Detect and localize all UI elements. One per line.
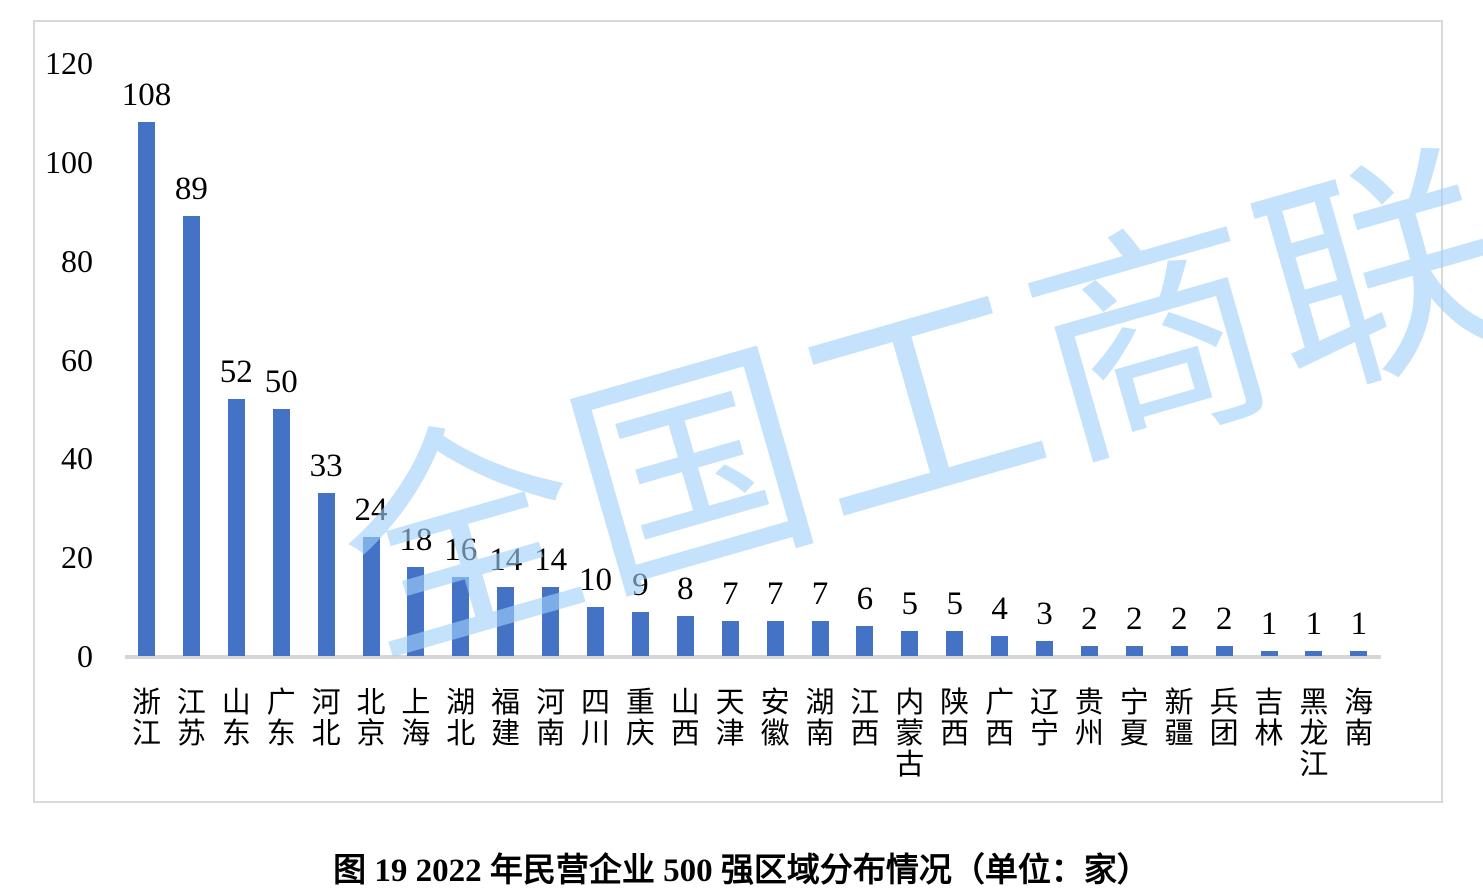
bar-value-label: 7: [811, 576, 829, 613]
bar-value-label: 2: [1170, 601, 1188, 638]
bar-value-label: 2: [1126, 601, 1143, 638]
x-category-label: 海南: [1344, 687, 1374, 750]
y-tick-label: 20: [61, 539, 93, 576]
bar-吉林: [1260, 651, 1278, 656]
x-category-label: 内蒙古: [895, 687, 925, 781]
bar-value-label: 18: [399, 522, 433, 559]
bar-兵团: [1215, 646, 1233, 656]
bar-重庆: [631, 611, 649, 656]
x-category-label: 宁夏: [1119, 687, 1149, 750]
x-category-label: 吉林: [1254, 687, 1284, 750]
x-category-label: 上海: [401, 687, 431, 750]
bar-四川: [587, 606, 604, 656]
bar-value-label: 1: [1260, 606, 1278, 643]
x-category-label: 江苏: [176, 687, 206, 750]
bar-value-label: 2: [1215, 601, 1233, 638]
y-tick-label: 60: [61, 341, 93, 378]
bar-value-label: 14: [534, 541, 568, 578]
bar-value-label: 24: [354, 492, 388, 529]
bar-福建: [497, 586, 515, 656]
bar-山东: [227, 399, 245, 656]
x-axis-line: [125, 655, 1381, 659]
bar-value-label: 14: [489, 541, 523, 578]
bar-江西: [856, 626, 874, 656]
bar-山西: [676, 616, 694, 656]
bar-新疆: [1170, 646, 1188, 656]
bar-value-label: 6: [856, 581, 874, 618]
x-category-label: 新疆: [1164, 687, 1194, 750]
x-category-label: 山西: [670, 687, 700, 750]
bar-贵州: [1080, 646, 1098, 656]
bar-value-label: 16: [444, 531, 478, 568]
bar-安徽: [766, 621, 784, 656]
bar-宁夏: [1125, 646, 1143, 656]
bar-value-label: 52: [219, 354, 253, 391]
bar-河南: [542, 586, 560, 656]
y-tick-label: 100: [45, 144, 93, 180]
x-category-label: 山东: [221, 687, 251, 750]
bar-value-label: 7: [721, 576, 739, 613]
bar-value-label: 33: [309, 447, 343, 484]
bar-value-label: 2: [1081, 601, 1098, 638]
bar-value-label: 8: [677, 571, 694, 608]
bar-辽宁: [1036, 641, 1053, 656]
bar-广东: [272, 409, 290, 656]
bar-北京: [362, 537, 380, 656]
bar-value-label: 89: [174, 171, 208, 208]
x-category-label: 四川: [580, 687, 610, 750]
figure-caption: 图 19 2022 年民营企业 500 强区域分布情况（单位：家）: [333, 853, 1150, 889]
x-category-label: 天津: [715, 687, 745, 750]
bar-河北: [317, 492, 335, 656]
bar-湖南: [811, 621, 829, 656]
x-category-label: 河南: [536, 687, 566, 750]
bar-上海: [407, 567, 425, 656]
bar-陕西: [946, 631, 964, 656]
x-category-label: 广东: [266, 687, 296, 750]
x-category-label: 辽宁: [1029, 687, 1059, 750]
bar-广西: [991, 636, 1009, 656]
x-category-label: 福建: [491, 687, 521, 750]
bar-湖北: [452, 576, 470, 656]
x-category-label: 广西: [985, 687, 1015, 750]
bar-内蒙古: [901, 631, 919, 656]
bar-value-label: 10: [579, 561, 612, 598]
x-category-label: 湖南: [805, 687, 835, 750]
bar-天津: [721, 621, 739, 656]
y-tick-label: 0: [77, 638, 93, 674]
x-category-label: 北京: [356, 687, 386, 750]
bar-value-label: 5: [901, 586, 919, 623]
y-tick-label: 120: [45, 45, 93, 82]
bar-value-label: 7: [766, 576, 784, 613]
x-category-label: 重庆: [625, 687, 655, 750]
bar-value-label: 1: [1305, 606, 1323, 643]
x-category-label: 贵州: [1074, 687, 1104, 750]
bar-海南: [1350, 651, 1368, 656]
x-category-label: 浙江: [131, 687, 161, 750]
x-category-label: 陕西: [940, 687, 970, 750]
bar-value-label: 4: [991, 591, 1008, 628]
x-category-label: 安徽: [760, 687, 790, 750]
bar-value-label: 9: [632, 566, 649, 603]
bar-value-label: 5: [946, 586, 963, 623]
bar-黑龙江: [1305, 651, 1323, 656]
bar-value-label: 50: [264, 364, 298, 400]
y-tick-label: 40: [61, 440, 93, 477]
bar-value-label: 1: [1350, 606, 1368, 643]
bar-浙江: [138, 122, 155, 656]
chart-panel: [33, 20, 1443, 803]
x-category-label: 江西: [850, 687, 880, 750]
bar-江苏: [182, 216, 200, 656]
x-category-label: 兵团: [1209, 687, 1239, 750]
bar-value-label: 108: [121, 77, 172, 114]
y-tick-label: 80: [61, 242, 93, 279]
x-category-label: 河北: [311, 687, 341, 750]
bar-value-label: 3: [1036, 596, 1053, 633]
x-category-label: 湖北: [446, 687, 476, 750]
x-category-label: 黑龙江: [1299, 687, 1329, 781]
